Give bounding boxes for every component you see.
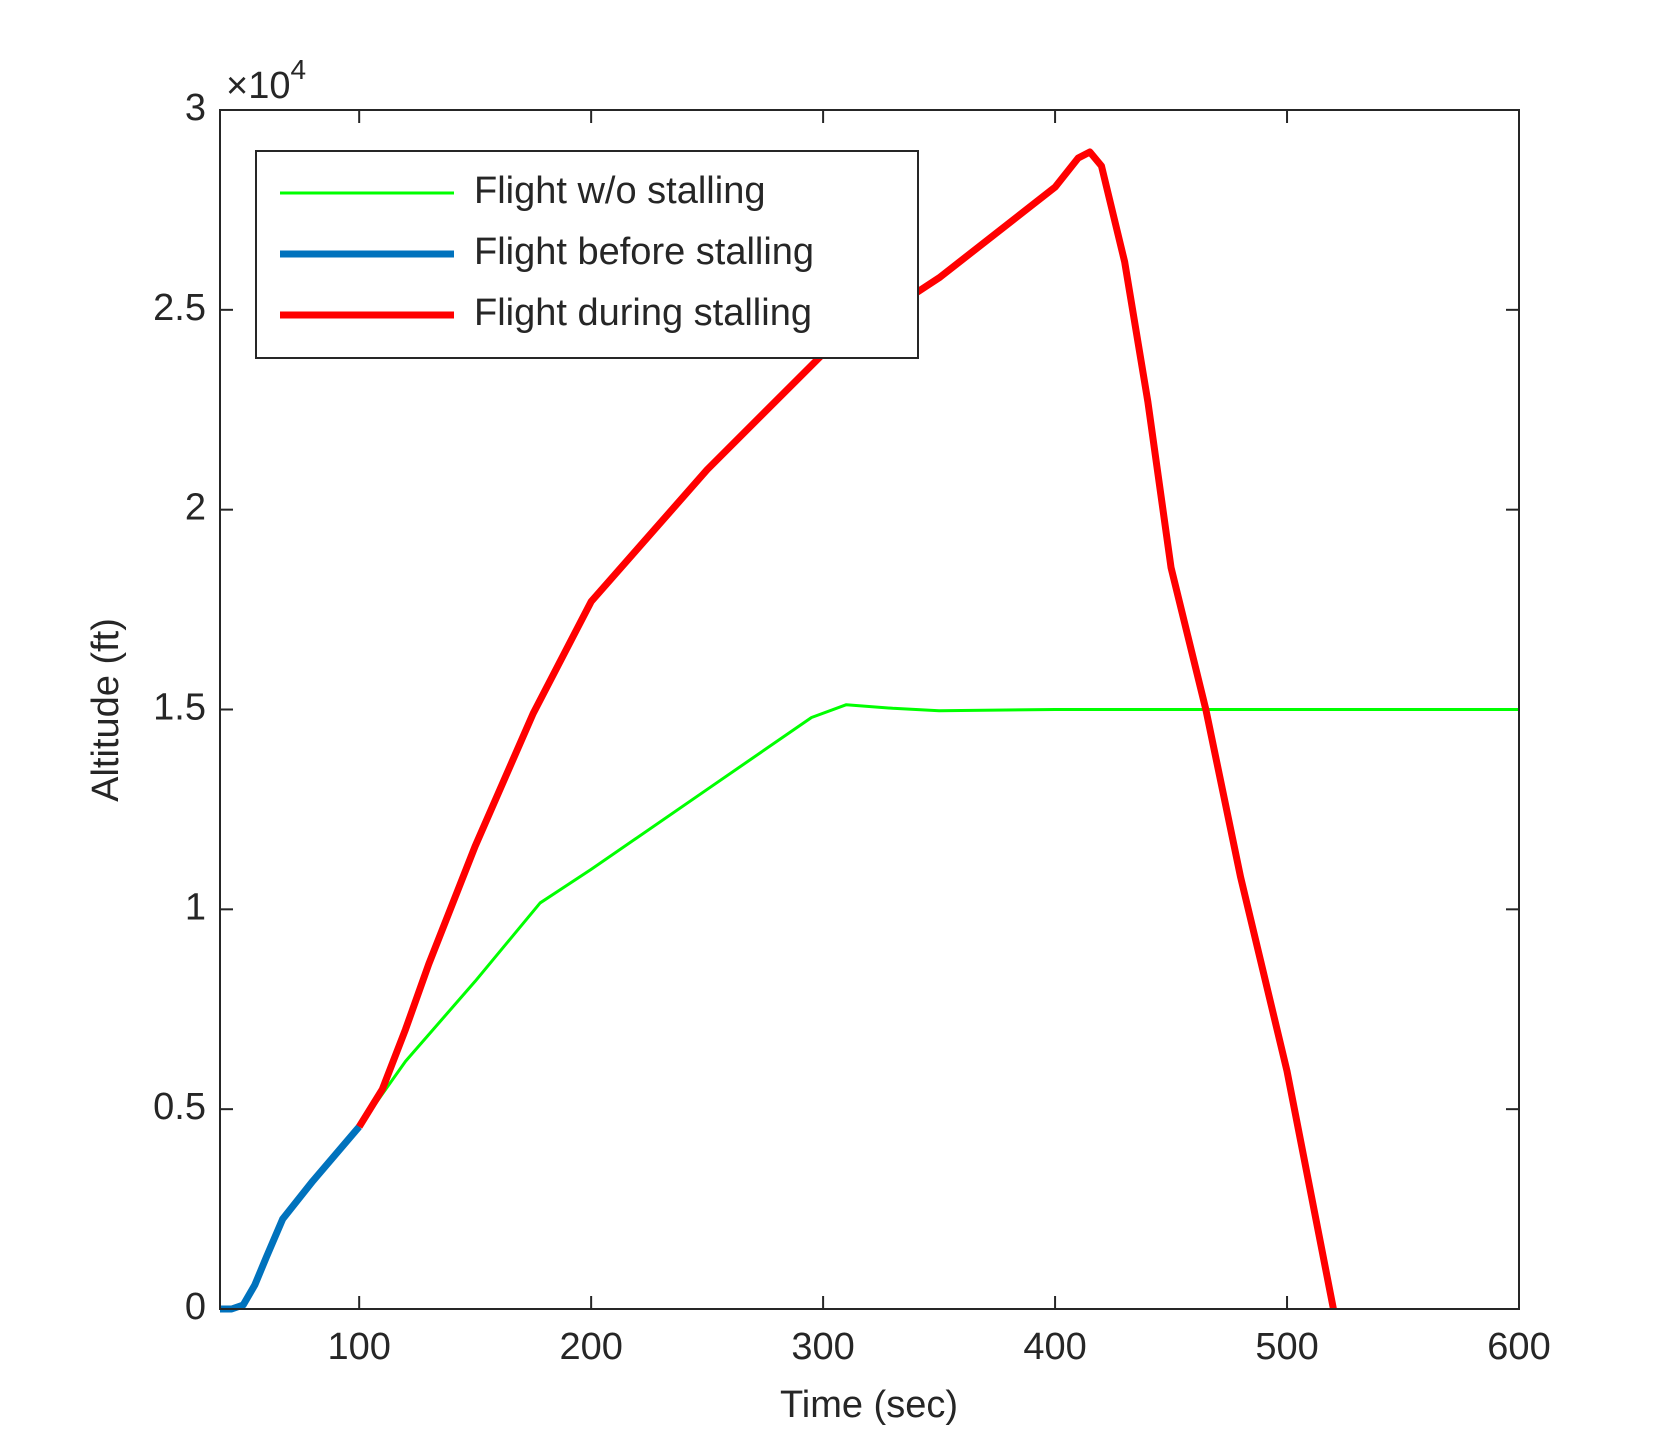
x-tick-label: 600 [1487,1326,1550,1368]
y-tick-label: 3 [185,87,206,129]
y-multiplier: ×104 [226,54,306,107]
x-tick-label: 200 [559,1326,622,1368]
x-tick-label: 300 [791,1326,854,1368]
x-axis-label: Time (sec) [780,1384,958,1426]
y-multiplier-exponent: 4 [290,54,306,85]
x-tick-label: 100 [327,1326,390,1368]
x-tick-label: 400 [1023,1326,1086,1368]
y-tick-label: 0.5 [153,1086,206,1128]
plot-frame [219,109,1520,1310]
y-tick-label: 0 [185,1286,206,1328]
legend-label: Flight before stalling [474,231,814,273]
y-tick-label: 1.5 [153,687,206,729]
y-tick-label: 2.5 [153,287,206,329]
x-tick-label: 500 [1255,1326,1318,1368]
y-tick-label: 2 [185,487,206,529]
y-axis-label: Altitude (ft) [85,618,127,802]
data-line [356,148,1337,1310]
y-tick-label: 1 [185,886,206,928]
legend-label: Flight during stalling [474,292,812,334]
y-multiplier-base: ×10 [226,65,290,107]
legend-label: Flight w/o stalling [474,170,765,212]
